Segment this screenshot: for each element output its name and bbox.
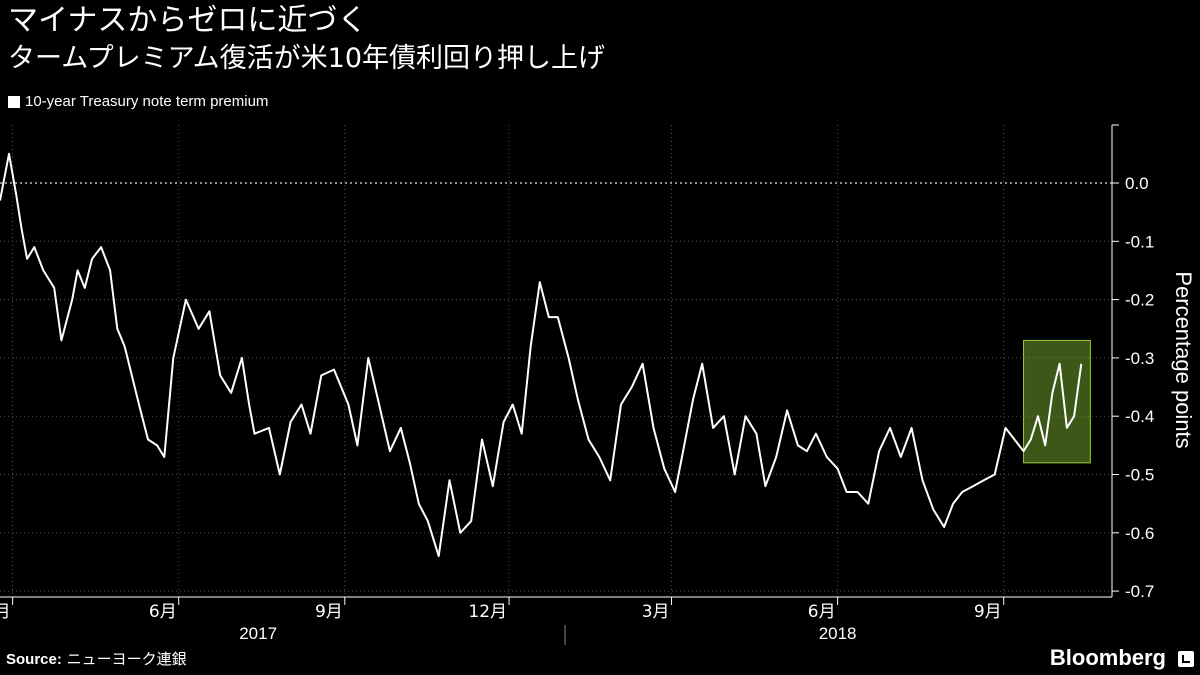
y-tick-label: -0.7	[1125, 582, 1154, 601]
x-tick-label: 9月	[974, 602, 1002, 622]
bloomberg-icon	[1178, 651, 1194, 667]
y-tick-label: -0.6	[1125, 524, 1154, 543]
legend-label: 10-year Treasury note term premium	[25, 93, 269, 110]
highlight-box	[1023, 339, 1091, 464]
y-axis-label: Percentage points	[1171, 271, 1196, 448]
year-label: 2018	[819, 624, 857, 643]
legend: 10-year Treasury note term premium	[8, 92, 268, 112]
x-tick-label: 6月	[808, 602, 836, 622]
y-tick-label: -0.5	[1125, 466, 1154, 485]
x-tick-label: 12月	[468, 602, 507, 622]
source-note: Source: ニューヨーク連銀	[6, 648, 187, 669]
brand-logo: Bloomberg	[1049, 645, 1166, 670]
legend-swatch	[8, 96, 20, 108]
y-tick-label: -0.2	[1125, 291, 1154, 310]
y-tick-label: -0.4	[1125, 407, 1154, 426]
source-label: Source:	[6, 651, 62, 668]
y-tick-label: -0.3	[1125, 349, 1154, 368]
x-tick-label: 3月	[0, 602, 11, 622]
chart-title: マイナスからゼロに近づく	[8, 3, 368, 38]
x-tick-label: 9月	[315, 602, 343, 622]
y-tick-label: 0.0	[1125, 174, 1149, 193]
series-line	[0, 152, 1083, 558]
x-tick-label: 3月	[642, 602, 670, 622]
year-label: 2017	[239, 624, 277, 643]
source-text: ニューヨーク連銀	[66, 650, 187, 668]
y-tick-label: -0.1	[1125, 232, 1154, 251]
chart-subtitle: タームプレミアム復活が米10年債利回り押し上げ	[8, 43, 606, 74]
x-tick-label: 6月	[149, 602, 177, 622]
